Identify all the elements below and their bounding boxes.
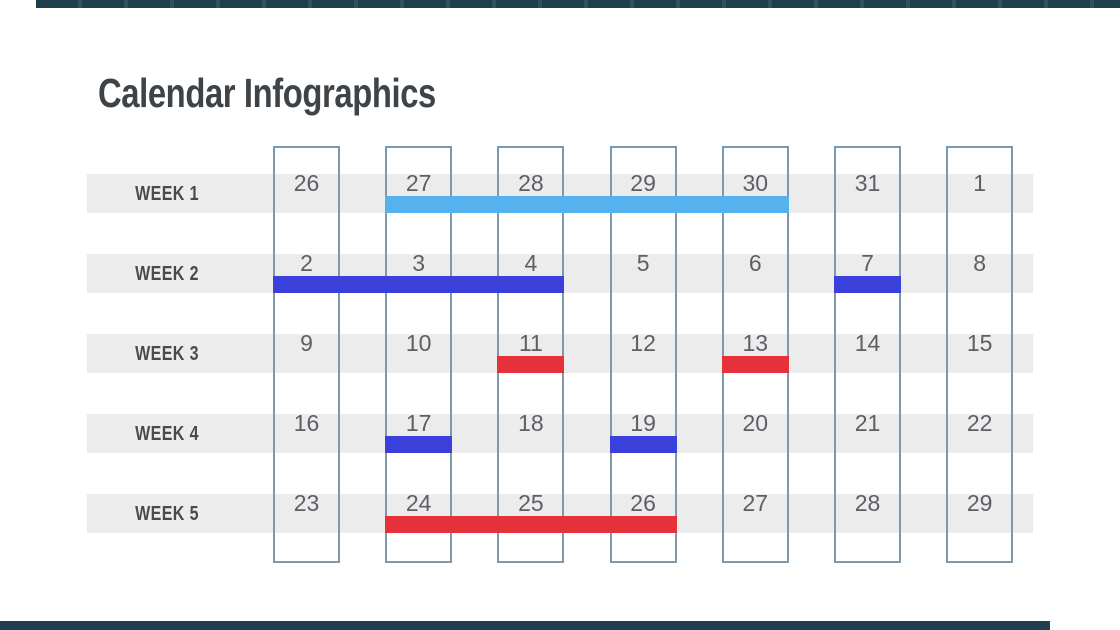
day-number: 22 [966, 410, 993, 436]
week-label: WEEK 2 [135, 263, 199, 285]
week-row-band [87, 414, 1033, 453]
day-number: 18 [518, 410, 544, 436]
event-bar-blue [834, 276, 901, 293]
day-column-box [721, 146, 789, 563]
day-number: 23 [293, 490, 320, 516]
day-number: 24 [405, 490, 432, 516]
day-number: 29 [630, 170, 656, 196]
week-label: WEEK 1 [135, 183, 199, 205]
day-number: 21 [854, 410, 881, 436]
event-bar-sky [385, 196, 789, 213]
day-number: 6 [748, 250, 762, 276]
day-number: 11 [518, 330, 543, 356]
day-column-box [385, 146, 453, 563]
day-number: 4 [524, 250, 538, 276]
day-number: 25 [518, 490, 544, 516]
day-number: 26 [293, 170, 320, 196]
top-accent-bar [36, 0, 1120, 8]
day-number: 28 [518, 170, 544, 196]
day-number: 10 [405, 330, 432, 356]
week-label: WEEK 4 [135, 423, 199, 445]
event-bar-blue [385, 436, 453, 453]
day-column-box [609, 146, 677, 563]
event-bar-red [497, 356, 565, 373]
day-number: 15 [966, 330, 993, 356]
day-number: 1 [973, 170, 987, 196]
bottom-accent-bar [0, 621, 1050, 630]
week-label: WEEK 3 [135, 343, 199, 365]
day-number: 7 [861, 250, 874, 276]
day-number: 14 [854, 330, 881, 356]
page-title: Calendar Infographics [98, 70, 436, 116]
day-number: 17 [405, 410, 432, 436]
day-number: 30 [742, 170, 769, 196]
day-number: 8 [973, 250, 987, 276]
day-number: 2 [300, 250, 313, 276]
day-number: 20 [742, 410, 769, 436]
day-number: 12 [630, 330, 656, 356]
day-column-box [497, 146, 565, 563]
day-number: 28 [854, 490, 881, 516]
day-number: 5 [636, 250, 650, 276]
day-number: 31 [854, 170, 881, 196]
day-number: 27 [742, 490, 769, 516]
day-number: 3 [412, 250, 426, 276]
day-number: 9 [300, 330, 313, 356]
day-column-box [834, 146, 901, 563]
day-column-box [946, 146, 1014, 563]
event-bar-blue [609, 436, 677, 453]
day-number: 26 [630, 490, 656, 516]
day-number: 19 [630, 410, 656, 436]
day-number: 13 [742, 330, 769, 356]
event-bar-red [385, 516, 677, 533]
day-column-box [273, 146, 340, 563]
day-number: 16 [293, 410, 320, 436]
event-bar-blue [273, 276, 565, 293]
day-number: 29 [966, 490, 993, 516]
event-bar-red [721, 356, 789, 373]
week-label: WEEK 5 [135, 503, 199, 525]
day-number: 27 [405, 170, 432, 196]
